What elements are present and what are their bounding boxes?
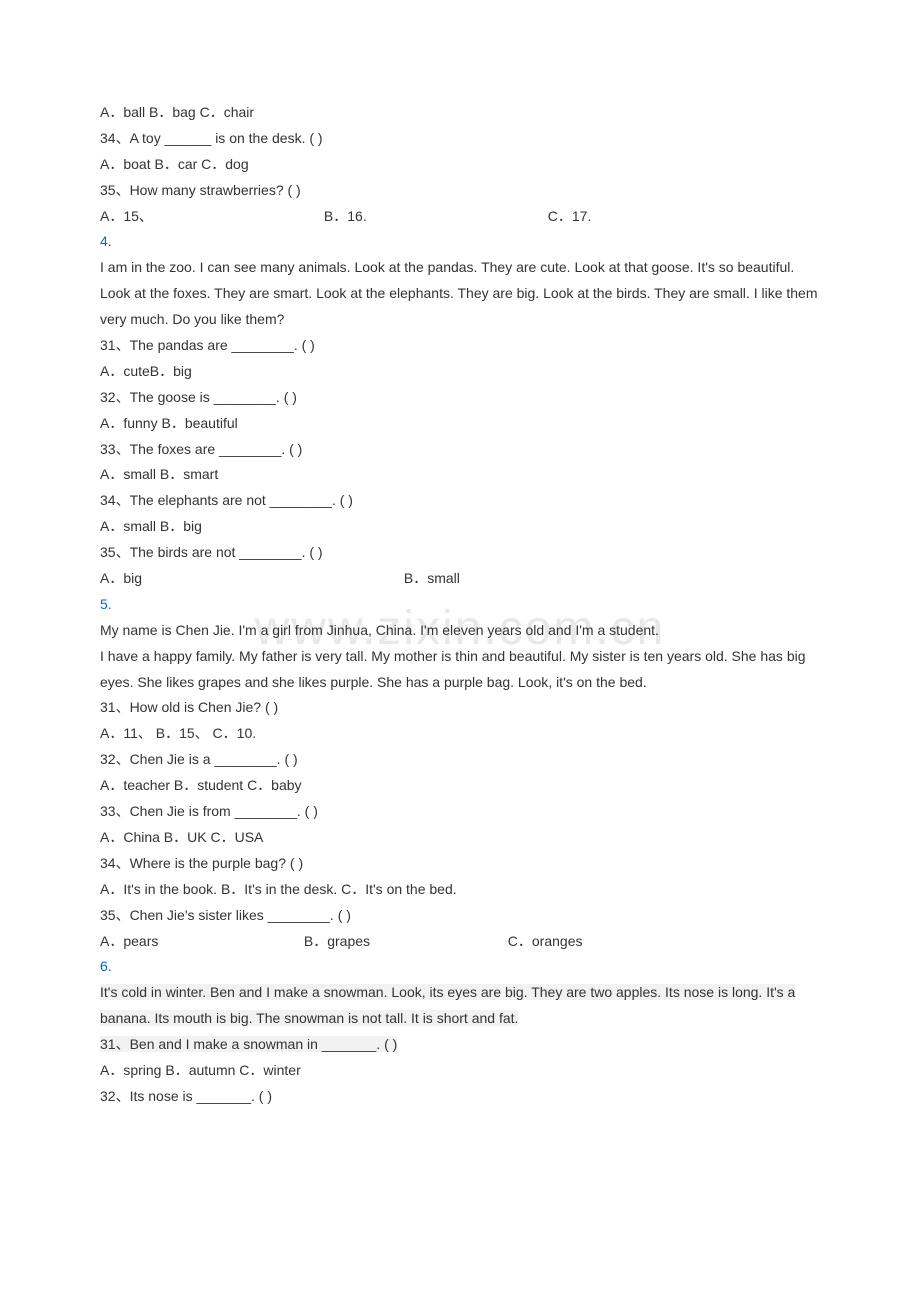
s5-q31-options: A．11、 B．15、 C．10. <box>100 721 820 747</box>
q35-opt-c: C．17. <box>548 208 592 224</box>
s4-q31-stem: 31、The pandas are ________. ( ) <box>100 333 820 359</box>
s5-q32-options: A．teacher B．student C．baby <box>100 773 820 799</box>
s4-q32-options: A．funny B．beautiful <box>100 411 820 437</box>
s5-q35-stem: 35、Chen Jie's sister likes ________. ( ) <box>100 903 820 929</box>
s5-q33-stem: 33、Chen Jie is from ________. ( ) <box>100 799 820 825</box>
s5-q35-opt-b: B．grapes <box>304 929 504 955</box>
s5-q31-stem: 31、How old is Chen Jie? ( ) <box>100 695 820 721</box>
s4-q35-options: A．big B．small <box>100 566 820 592</box>
s5-q34-options: A．It's in the book. B．It's in the desk. … <box>100 877 820 903</box>
section-6-number: 6. <box>100 954 820 980</box>
section-4-number: 4. <box>100 229 820 255</box>
s5-q32-stem: 32、Chen Jie is a ________. ( ) <box>100 747 820 773</box>
section-5-passage: My name is Chen Jie. I'm a girl from Jin… <box>100 618 820 696</box>
q34-stem: 34、A toy ______ is on the desk. ( ) <box>100 126 820 152</box>
s5-q35-options: A．pears B．grapes C．oranges <box>100 929 820 955</box>
s4-q32-stem: 32、The goose is ________. ( ) <box>100 385 820 411</box>
s6-q31-options: A．spring B．autumn C．winter <box>100 1058 820 1084</box>
s5-q35-opt-c: C．oranges <box>508 933 583 949</box>
s4-q35-opt-b: B．small <box>404 570 460 586</box>
s4-q31-options: A．cuteB．big <box>100 359 820 385</box>
q3-options-line: A．ball B．bag C．chair <box>100 100 820 126</box>
s4-q33-options: A．small B．smart <box>100 462 820 488</box>
q35-opt-b: B．16. <box>324 204 544 230</box>
s6-q31-stem-text: 31、Ben and I make a snowman in _______. … <box>100 1036 397 1052</box>
q34-options: A．boat B．car C．dog <box>100 152 820 178</box>
q35-opt-a: A．15、 <box>100 204 320 230</box>
s5-q35-opt-a: A．pears <box>100 929 300 955</box>
s4-q35-stem: 35、The birds are not ________. ( ) <box>100 540 820 566</box>
q35-stem: 35、How many strawberries? ( ) <box>100 178 820 204</box>
q35-options: A．15、 B．16. C．17. <box>100 204 820 230</box>
s4-q33-stem: 33、The foxes are ________. ( ) <box>100 437 820 463</box>
section-6-passage-text: It's cold in winter. Ben and I make a sn… <box>100 984 795 1026</box>
section-6-passage: It's cold in winter. Ben and I make a sn… <box>100 980 820 1032</box>
s6-q32-stem: 32、Its nose is _______. ( ) <box>100 1084 820 1110</box>
s6-q31-stem: 31、Ben and I make a snowman in _______. … <box>100 1032 820 1058</box>
section-4-passage: I am in the zoo. I can see many animals.… <box>100 255 820 333</box>
s5-q33-options: A．China B．UK C．USA <box>100 825 820 851</box>
s5-q34-stem: 34、Where is the purple bag? ( ) <box>100 851 820 877</box>
s4-q34-stem: 34、The elephants are not ________. ( ) <box>100 488 820 514</box>
s4-q34-options: A．small B．big <box>100 514 820 540</box>
s4-q35-opt-a: A．big <box>100 566 400 592</box>
section-5-number: 5. <box>100 592 820 618</box>
